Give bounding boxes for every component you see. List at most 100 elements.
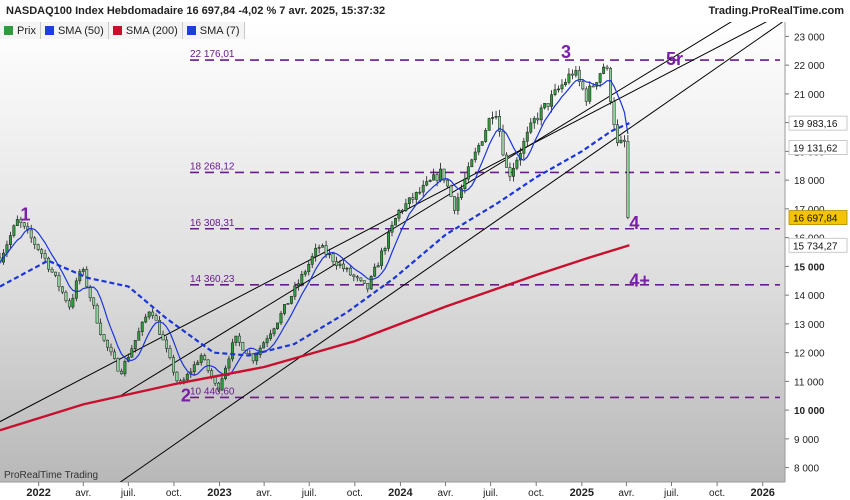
candle <box>470 159 474 168</box>
candle <box>234 335 238 343</box>
candle <box>577 70 581 82</box>
candle <box>511 167 515 177</box>
candle <box>276 322 279 329</box>
candle <box>414 191 418 200</box>
candle <box>456 197 460 211</box>
candle <box>331 253 335 262</box>
x-tick-label: juil. <box>663 488 679 499</box>
candle <box>126 356 130 362</box>
candle <box>626 141 630 218</box>
candle <box>154 315 158 321</box>
price-tag <box>788 237 848 253</box>
candle <box>508 167 512 177</box>
candle <box>421 184 425 193</box>
wave-label: 1 <box>20 204 30 224</box>
candle <box>15 219 19 226</box>
candle <box>591 85 595 88</box>
candle <box>435 174 439 181</box>
candle <box>57 275 61 288</box>
candle <box>161 334 165 341</box>
candle <box>338 263 342 266</box>
indicator-legend: Prix SMA (50) SMA (200) SMA (7) <box>0 22 245 39</box>
candle <box>293 285 297 297</box>
plot-area <box>0 22 783 482</box>
candle <box>255 354 259 362</box>
candle <box>487 118 491 131</box>
y-tick-label: 9 000 <box>794 435 819 446</box>
candle <box>286 303 290 305</box>
x-tick-label: 2026 <box>750 487 774 499</box>
candle <box>133 340 137 349</box>
candle <box>33 237 37 245</box>
x-axis: 2022 avr. juil. oct. 2023 avr. juil. oct. 2024 av… <box>26 482 775 499</box>
candle <box>36 244 40 250</box>
candle <box>452 196 456 211</box>
candle <box>92 297 96 306</box>
candle <box>22 222 26 227</box>
footer-credit: ProRealTime Trading <box>4 470 99 481</box>
candle <box>348 267 352 276</box>
candle <box>345 267 349 270</box>
candle <box>137 331 141 341</box>
candle <box>442 168 446 181</box>
candle <box>60 286 64 293</box>
candle <box>616 124 619 144</box>
candle <box>539 107 543 121</box>
y-axis: 8 000 9 000 10 000 11 000 12 000 13 000 14 000… <box>785 32 848 475</box>
x-tick-label: avr. <box>437 488 453 499</box>
x-tick-label: juil. <box>120 488 136 499</box>
candle <box>147 311 151 318</box>
candle <box>168 348 172 358</box>
candle <box>175 371 179 382</box>
candle <box>71 298 75 308</box>
candle <box>314 247 318 257</box>
legend-item-sma200[interactable]: SMA (200) <box>108 22 183 39</box>
candle <box>515 159 519 169</box>
candle <box>619 139 623 144</box>
channel-line <box>0 22 768 423</box>
candle <box>78 271 82 282</box>
candle <box>50 268 54 273</box>
x-axis-panel <box>0 482 850 500</box>
legend-label-sma50: SMA (50) <box>57 24 104 37</box>
candle <box>550 94 554 107</box>
x-tick-label: avr. <box>618 488 634 499</box>
candle <box>387 231 390 249</box>
candle <box>12 225 16 236</box>
legend-item-sma7[interactable]: SMA (7) <box>182 22 245 39</box>
level-label: 22 176,01 <box>190 49 235 60</box>
y-tick-label: 15 000 <box>794 262 825 273</box>
candle <box>352 274 356 277</box>
x-tick-label: oct. <box>709 488 725 499</box>
candle <box>536 118 540 121</box>
candle <box>196 362 200 365</box>
candle <box>272 328 276 335</box>
channel-line <box>120 22 732 397</box>
candle <box>505 154 508 168</box>
candle <box>376 265 380 268</box>
sma200-line <box>0 244 630 432</box>
candle <box>279 313 283 324</box>
legend-item-sma50[interactable]: SMA (50) <box>40 22 109 39</box>
candle <box>262 342 266 349</box>
candle <box>341 263 345 269</box>
candle <box>553 89 557 95</box>
legend-swatch-sma200 <box>112 26 122 35</box>
legend-item-price[interactable]: Prix <box>0 22 41 39</box>
candle <box>102 334 106 341</box>
y-tick-label: 8 000 <box>794 464 819 475</box>
y-tick-label: 12 000 <box>794 349 825 360</box>
candle <box>289 296 293 304</box>
candle <box>404 203 408 211</box>
candle <box>40 249 44 254</box>
candle <box>324 245 328 255</box>
candle <box>407 197 411 204</box>
candle <box>494 115 498 118</box>
y-tick-label: 11 000 <box>794 377 824 388</box>
x-tick-label: 2023 <box>207 487 231 499</box>
candle <box>67 300 71 308</box>
channel-line <box>120 22 783 482</box>
price-tag-label: 19 983,16 <box>793 119 838 130</box>
price-tag-label: 15 734,27 <box>793 241 838 252</box>
